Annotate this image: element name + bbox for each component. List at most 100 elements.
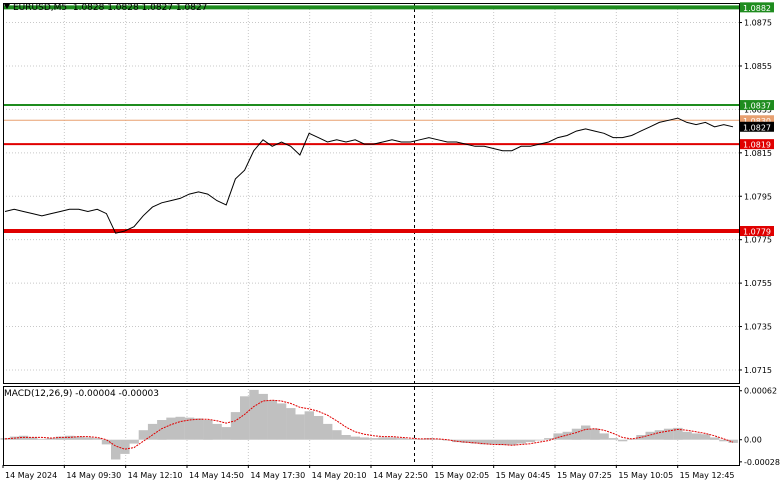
y-tick-label: 1.0735 — [744, 323, 772, 332]
macd-histogram-bar — [700, 434, 711, 440]
macd-histogram-bar — [525, 439, 536, 443]
macd-histogram-bar — [405, 438, 416, 440]
macd-histogram-bar — [562, 431, 572, 440]
macd-label: MACD(12,26,9) -0.00004 -0.00003 — [4, 389, 160, 399]
y-tick-label: 1.0795 — [744, 192, 772, 201]
x-tick-label: 14 May 2024 — [5, 471, 57, 480]
level-label: 1.0819 — [743, 141, 771, 150]
x-tick-label: 15 May 10:05 — [618, 471, 673, 480]
macd-histogram-bar — [424, 438, 434, 440]
macd-histogram-bar — [544, 438, 554, 440]
macd-histogram-bar — [378, 437, 388, 440]
level-label: 1.0779 — [743, 228, 771, 237]
macd-histogram-bar — [138, 430, 149, 440]
y-tick-label: 1.0715 — [744, 366, 772, 375]
x-tick-label: 15 May 02:05 — [434, 471, 489, 480]
macd-histogram-bar — [55, 436, 66, 440]
current-price-box — [740, 121, 774, 132]
macd-histogram-bar — [442, 439, 453, 441]
x-tick-label: 14 May 17:30 — [250, 471, 305, 480]
x-tick-label: 15 May 12:45 — [680, 471, 735, 480]
macd-histogram-bar — [240, 396, 250, 440]
macd-histogram-bar — [313, 416, 324, 440]
macd-histogram-bar — [203, 420, 213, 440]
macd-histogram-bar — [488, 439, 499, 445]
level-label: 1.0837 — [743, 102, 771, 111]
macd-histogram-bar — [332, 430, 342, 440]
macd-histogram-bar — [645, 431, 655, 440]
macd-histogram-bar — [147, 423, 158, 440]
macd-histogram-bar — [534, 439, 545, 441]
x-tick-label: 14 May 22:50 — [373, 471, 428, 480]
level-label-box — [740, 226, 774, 236]
macd-y-tick-label: 0.00062 — [744, 387, 777, 396]
macd-histogram-bar — [663, 428, 674, 440]
macd-histogram-bar — [286, 408, 296, 440]
macd-histogram-bar — [599, 433, 609, 440]
macd-histogram-bar — [295, 414, 305, 440]
y-tick-label: 1.0755 — [744, 279, 772, 288]
x-tick-label: 15 May 07:25 — [557, 471, 612, 480]
macd-histogram-bar — [341, 435, 351, 440]
macd-histogram-bar — [212, 423, 222, 440]
ohlc-values: 1.0828 1.0828 1.0827 1.0827 — [72, 3, 208, 13]
macd-histogram-bar — [553, 433, 563, 440]
current-price-label: 1.0827 — [743, 123, 771, 132]
macd-histogram-bar — [258, 393, 268, 440]
macd-histogram-bar — [433, 438, 443, 440]
macd-histogram-bar — [184, 417, 195, 440]
macd-histogram-bar — [83, 437, 93, 440]
macd-histogram-bar — [682, 431, 692, 440]
macd-histogram-bar — [461, 439, 471, 443]
level-label-box — [740, 139, 774, 150]
symbol-header: EURUSD,M5 1.0828 1.0828 1.0827 1.0827 — [4, 3, 207, 13]
macd-histogram-bar — [221, 427, 231, 440]
macd-histogram-bar — [654, 430, 665, 440]
macd-histogram-bar — [175, 416, 185, 440]
macd-histogram-bar — [728, 439, 738, 443]
price-line-series — [4, 117, 734, 234]
macd-histogram-bar — [710, 437, 720, 440]
macd-histogram-bar — [498, 439, 508, 446]
level-label: 1.0882 — [743, 4, 771, 13]
macd-histogram-bar — [350, 436, 360, 440]
macd-histogram-bar — [267, 400, 278, 440]
x-tick-label: 14 May 14:50 — [189, 471, 244, 480]
dropdown-triangle-icon[interactable] — [4, 4, 10, 9]
y-tick-label: 1.0875 — [744, 19, 772, 28]
macd-histogram-bar — [369, 438, 379, 440]
main-chart-frame — [3, 3, 740, 384]
macd-histogram-bar — [157, 420, 167, 440]
macd-signal-line — [4, 399, 734, 450]
macd-histogram-bar — [617, 439, 628, 442]
macd-histogram-bar — [590, 428, 600, 440]
macd-histogram-bar — [249, 389, 259, 440]
macd-y-tick-label: 0.00 — [744, 436, 762, 445]
macd-histogram-bar — [101, 439, 112, 445]
x-tick-label: 15 May 04:45 — [496, 471, 551, 480]
macd-histogram-bar — [719, 439, 729, 442]
macd-histogram-bar — [194, 418, 204, 440]
macd-histogram-bar — [581, 425, 591, 440]
x-tick-label: 14 May 09:30 — [66, 471, 121, 480]
macd-header: MACD(12,26,9) -0.00004 -0.00003 — [4, 389, 159, 399]
macd-histogram-bar — [46, 438, 56, 440]
y-tick-label: 1.0815 — [744, 149, 772, 158]
macd-histogram-bar — [37, 438, 47, 440]
macd-histogram-bar — [608, 438, 619, 440]
macd-histogram-bar — [470, 439, 480, 444]
x-tick-label: 14 May 20:10 — [312, 471, 367, 480]
macd-histogram-bar — [129, 439, 139, 444]
macd-histogram-bar — [111, 439, 121, 460]
y-tick-label: 1.0775 — [744, 236, 772, 245]
macd-histogram-bar — [120, 439, 130, 454]
y-tick-label: 1.0855 — [744, 62, 772, 71]
macd-histogram-bar — [415, 438, 425, 440]
macd-histogram-bar — [516, 439, 526, 444]
x-tick-label: 14 May 12:10 — [128, 471, 183, 480]
macd-histogram-bar — [636, 435, 646, 440]
macd-histogram-bar — [396, 438, 407, 440]
macd-histogram-bar — [276, 403, 287, 440]
